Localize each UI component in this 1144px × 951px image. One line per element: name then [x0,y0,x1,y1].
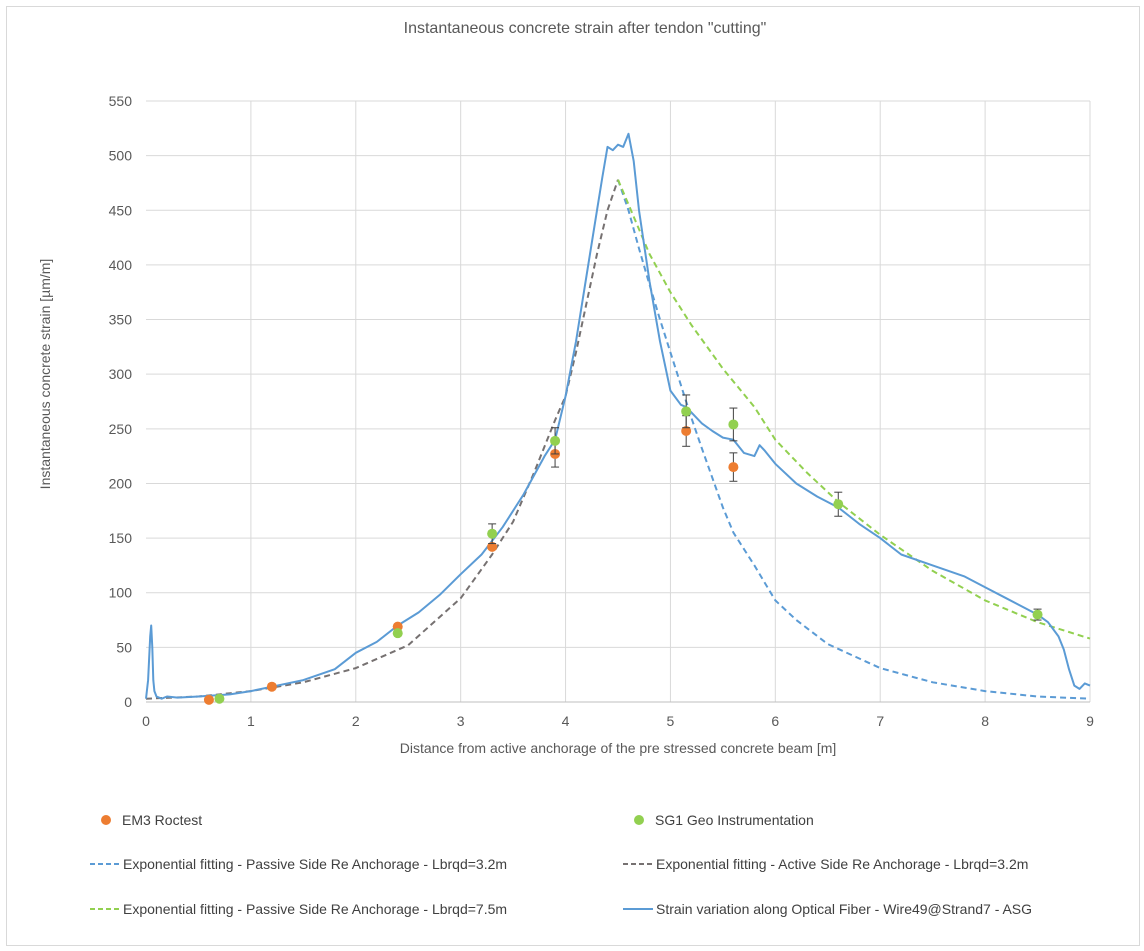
series-layer [145,132,1091,705]
series-line [617,179,1091,640]
chart-grid [146,100,1091,702]
y-axis-label: Instantaneous concrete strain [µm/m] [37,259,53,490]
y-tick-label: 50 [116,639,132,655]
legend-entry: Exponential fitting - Active Side Re Anc… [623,856,1028,872]
data-point [487,541,498,552]
y-tick-label: 550 [109,93,133,109]
x-tick-label: 8 [981,713,989,729]
y-tick-label: 350 [109,312,133,328]
x-tick-label: 4 [562,713,570,729]
y-tick-label: 150 [109,530,133,546]
series-0 [203,415,739,705]
series-3 [145,179,619,700]
y-tick-label: 400 [109,257,133,273]
legend-marker [101,815,111,825]
series-line [617,179,1091,700]
data-point [1032,609,1043,620]
x-tick-label: 5 [667,713,675,729]
x-tick-label: 9 [1086,713,1094,729]
y-tick-label: 300 [109,366,133,382]
y-tick-label: 100 [109,585,133,601]
data-point [833,499,844,510]
y-tick-labels: 0 50 100 150 200 250 300 350 400 450 500 550 [109,93,133,710]
series-2 [617,179,1091,700]
legend-label: EM3 Roctest [122,812,202,828]
chart-frame [6,6,1140,946]
data-point [728,419,739,430]
series-1 [214,394,1043,704]
x-tick-label: 7 [876,713,884,729]
series-4 [617,179,1091,640]
x-tick-label: 2 [352,713,360,729]
data-point [728,462,739,473]
series-line [145,179,619,700]
x-tick-label: 1 [247,713,255,729]
y-tick-label: 200 [109,475,133,491]
data-point [203,694,214,705]
y-tick-label: 0 [124,694,132,710]
x-axis-label: Distance from active anchorage of the pr… [400,740,837,756]
legend-label: Exponential fitting - Passive Side Re An… [123,856,507,872]
data-point [392,628,403,639]
data-point [681,426,692,437]
x-tick-label: 6 [771,713,779,729]
data-point [681,406,692,417]
chart-legend: EM3 Roctest SG1 Geo Instrumentation Expone… [90,812,1032,917]
y-tick-label: 450 [109,202,133,218]
legend-label: Exponential fitting - Passive Side Re An… [123,901,507,917]
legend-entry: Strain variation along Optical Fiber - W… [623,901,1032,917]
legend-label: Exponential fitting - Active Side Re Anc… [656,856,1028,872]
legend-label: Strain variation along Optical Fiber - W… [656,901,1032,917]
x-tick-labels: 0 1 2 3 4 5 6 7 8 9 [142,713,1094,729]
y-tick-label: 250 [109,421,133,437]
data-point [550,435,561,446]
x-tick-label: 0 [142,713,150,729]
legend-entry: EM3 Roctest [101,812,202,828]
legend-entry: Exponential fitting - Passive Side Re An… [90,901,507,917]
legend-marker [634,815,644,825]
legend-entry: Exponential fitting - Passive Side Re An… [90,856,507,872]
data-point [487,528,498,539]
data-point [266,681,277,692]
series-line [145,132,1091,700]
x-tick-label: 3 [457,713,465,729]
data-point [214,693,225,704]
chart-title: Instantaneous concrete strain after tend… [404,20,767,37]
y-tick-label: 500 [109,148,133,164]
legend-entry: SG1 Geo Instrumentation [634,812,814,828]
legend-label: SG1 Geo Instrumentation [655,812,814,828]
series-5 [145,132,1091,700]
